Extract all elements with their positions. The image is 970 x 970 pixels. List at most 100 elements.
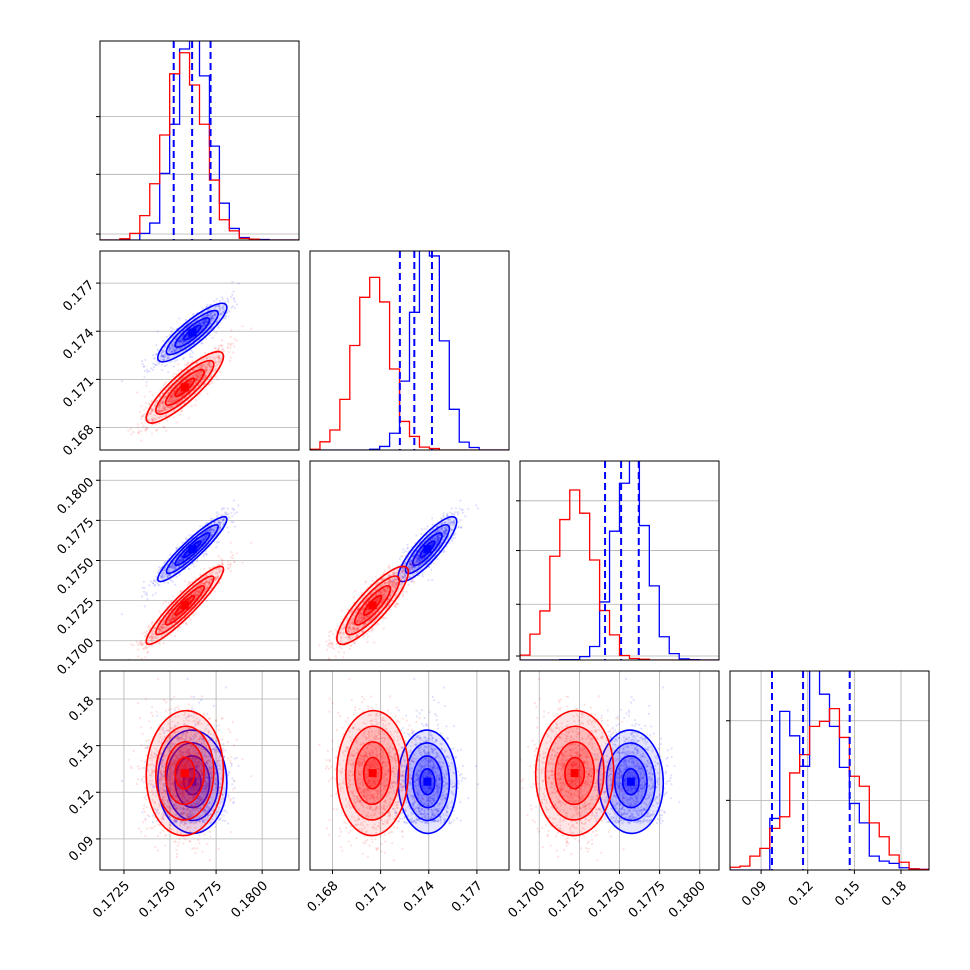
sample-point: [190, 386, 194, 389]
sample-point: [170, 616, 174, 620]
sample-point: [221, 507, 224, 510]
sample-point: [200, 373, 204, 376]
sample-point: [222, 304, 225, 307]
sample-point: [208, 582, 212, 585]
sample-point: [172, 328, 175, 331]
sample-point: [218, 361, 221, 364]
sample-point: [175, 562, 178, 565]
sample-point: [203, 322, 206, 325]
sample-point: [411, 554, 415, 558]
sample-point: [204, 320, 207, 323]
sample-point: [213, 313, 217, 317]
sample-point: [442, 531, 445, 534]
sample-point: [150, 406, 153, 410]
sample-point: [402, 567, 405, 571]
sample-point: [164, 354, 167, 357]
sample-point: [213, 310, 216, 314]
sample-point: [216, 363, 219, 366]
sample-point: [160, 575, 163, 579]
sample-point: [229, 359, 232, 362]
sample-point: [159, 629, 162, 632]
sample-point: [211, 336, 214, 340]
sample-point: [188, 600, 191, 603]
sample-point: [211, 565, 214, 569]
sample-point: [155, 636, 158, 640]
sample-point: [188, 381, 191, 384]
sample-point: [210, 316, 213, 320]
sample-point: [173, 349, 176, 353]
sample-point: [459, 518, 462, 522]
sample-point: [208, 365, 212, 368]
sample-point: [144, 656, 147, 659]
sample-point: [237, 282, 240, 285]
sample-point: [188, 599, 191, 602]
sample-point: [182, 356, 186, 359]
sample-point: [194, 367, 197, 370]
sample-point: [184, 579, 187, 583]
sample-point: [226, 346, 229, 350]
sample-point: [204, 319, 207, 322]
sample-point: [177, 559, 180, 563]
sample-point: [169, 401, 173, 404]
sample-point: [212, 530, 215, 533]
sample-point: [213, 369, 216, 372]
sample-point: [175, 562, 178, 565]
sample-point: [179, 559, 182, 563]
sample-point: [158, 407, 161, 410]
sample-point: [211, 315, 214, 318]
sample-point: [227, 567, 230, 570]
sample-point: [192, 614, 196, 617]
sample-point: [135, 640, 139, 643]
sample-point: [177, 340, 180, 343]
sample-point: [232, 297, 236, 300]
sample-point: [416, 571, 419, 574]
sample-point: [176, 392, 179, 395]
sample-point: [178, 348, 181, 351]
sample-point: [172, 618, 175, 621]
sample-point: [194, 387, 197, 390]
sample-point: [208, 577, 211, 580]
sample-point: [163, 576, 166, 579]
sample-point: [161, 626, 164, 629]
sample-point: [173, 350, 177, 353]
sample-point: [157, 409, 160, 412]
sample-point: [165, 335, 169, 338]
sample-point: [165, 429, 168, 432]
sample-point: [162, 403, 165, 406]
sample-point: [219, 313, 222, 316]
sample-point: [200, 587, 203, 590]
sample-point: [207, 314, 210, 317]
sample-point: [221, 347, 224, 351]
sample-point: [229, 346, 232, 350]
sample-point: [153, 633, 156, 636]
sample-point: [204, 522, 207, 525]
sample-point: [215, 514, 219, 517]
sample-point: [207, 362, 210, 365]
sample-point: [168, 398, 172, 401]
sample-point: [210, 531, 213, 534]
sample-point: [178, 338, 181, 342]
sample-point: [171, 400, 174, 403]
sample-point: [197, 590, 200, 593]
histogram-series-1: [310, 276, 509, 450]
sample-point: [204, 370, 208, 373]
sample-point: [179, 400, 182, 403]
y-tick-label: 0.174: [60, 326, 97, 363]
sample-point: [164, 353, 167, 356]
sample-point: [214, 360, 217, 363]
sample-point: [194, 593, 198, 597]
sample-point: [199, 321, 202, 324]
sample-point: [166, 386, 169, 389]
sample-point: [231, 554, 235, 557]
sample-point: [157, 362, 160, 365]
sample-point: [214, 576, 217, 580]
sample-point: [150, 635, 154, 638]
sample-point: [205, 580, 208, 583]
sample-point: [174, 566, 177, 569]
sample-point: [158, 403, 161, 407]
sample-point: [224, 511, 227, 514]
sample-point: [224, 300, 227, 304]
sample-point: [170, 346, 174, 349]
sample-point: [148, 413, 151, 416]
